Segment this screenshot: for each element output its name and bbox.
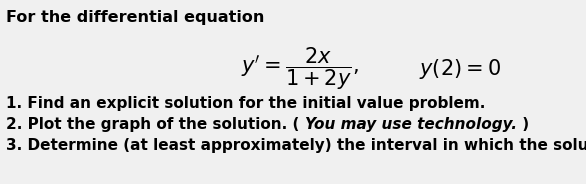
Text: You may use technology.: You may use technology. bbox=[305, 117, 517, 132]
Text: For the differential equation: For the differential equation bbox=[6, 10, 264, 25]
Text: 3. Determine (at least approximately) the interval in which the solution is defi: 3. Determine (at least approximately) th… bbox=[6, 138, 586, 153]
Text: $y' = \dfrac{2x}{1+2y},$: $y' = \dfrac{2x}{1+2y},$ bbox=[241, 46, 359, 92]
Text: 1. Find an explicit solution for the initial value problem.: 1. Find an explicit solution for the ini… bbox=[6, 96, 485, 111]
Text: ): ) bbox=[517, 117, 529, 132]
Text: 2. Plot the graph of the solution. (: 2. Plot the graph of the solution. ( bbox=[6, 117, 305, 132]
Text: $y(2) = 0$: $y(2) = 0$ bbox=[419, 57, 501, 81]
